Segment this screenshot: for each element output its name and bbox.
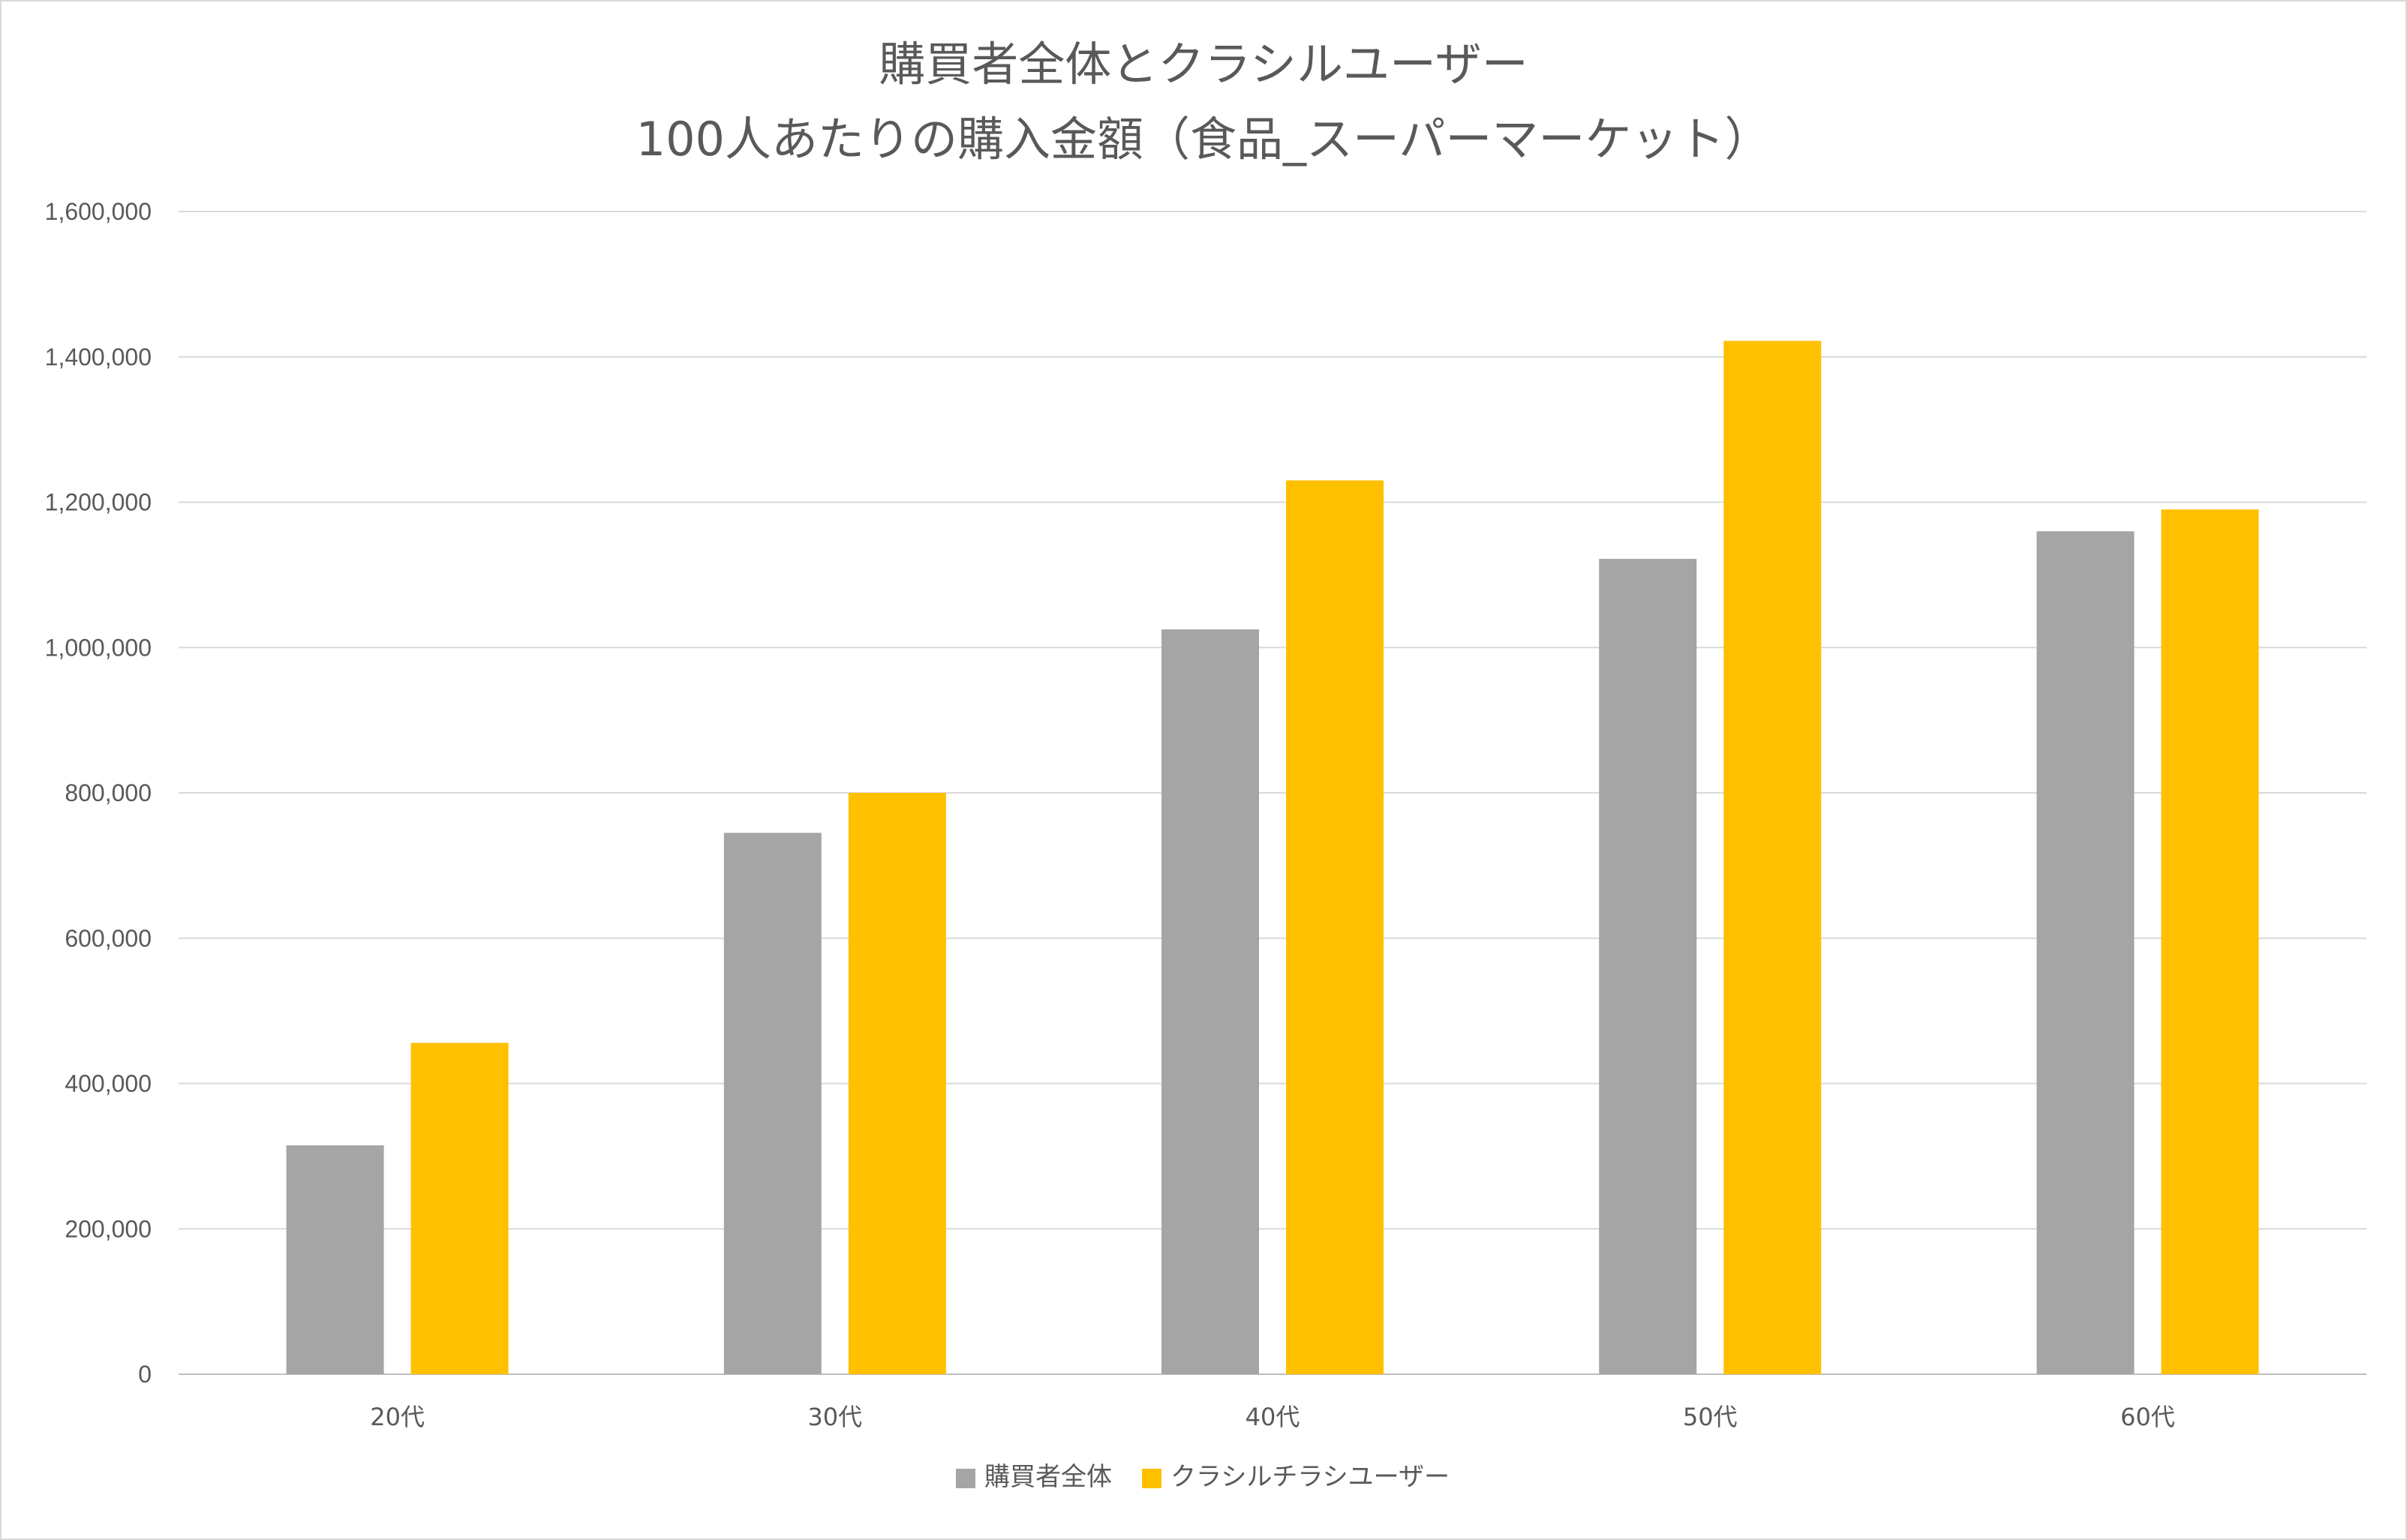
x-tick-label: 20代 [370,1403,425,1431]
bar-total-buyers-40s [1161,629,1259,1374]
y-tick-label: 400,000 [65,1070,152,1097]
legend-swatch-total-buyers [956,1469,975,1488]
y-tick-label: 200,000 [65,1215,152,1242]
legend-swatch-kurashiru-users [1142,1469,1161,1488]
bar-total-buyers-20s [286,1145,384,1374]
x-axis-tick-labels: 20代 30代 40代 50代 60代 [370,1403,2175,1431]
y-tick-label: 1,400,000 [45,344,152,371]
y-tick-label: 1,600,000 [45,198,152,225]
y-axis-tick-labels: 0 200,000 400,000 600,000 800,000 1,000,000 1,… [45,198,152,1388]
y-tick-label: 1,000,000 [45,634,152,661]
chart-title-line-2: 100人あたりの購入金額（食品_スーパーマーケット） [636,112,1771,167]
legend-label-total-buyers: 購買者全体 [984,1462,1112,1492]
chart-title-line-1: 購買者全体とクラシルユーザー [879,37,1528,92]
bar-kurashiru-users-60s [2161,509,2259,1374]
x-tick-label: 60代 [2120,1403,2175,1431]
legend-label-kurashiru-users: クラシルチラシユーザー [1170,1462,1450,1492]
y-tick-label: 1,200,000 [45,489,152,516]
bar-total-buyers-50s [1599,559,1697,1374]
bar-total-buyers-60s [2036,531,2135,1374]
y-tick-label: 800,000 [65,779,152,806]
y-tick-label: 0 [138,1361,152,1388]
legend: 購買者全体 クラシルチラシユーザー [956,1462,1450,1492]
bar-kurashiru-users-50s [1723,341,1822,1374]
chart-title: 購買者全体とクラシルユーザー 100人あたりの購入金額（食品_スーパーマーケット… [636,37,1771,167]
bar-kurashiru-users-40s [1286,480,1384,1374]
gridlines [179,211,2366,1375]
bars [286,341,2259,1374]
y-tick-label: 600,000 [65,925,152,952]
x-tick-label: 40代 [1246,1403,1300,1431]
bar-kurashiru-users-20s [410,1043,509,1374]
x-tick-label: 50代 [1683,1403,1738,1431]
bar-total-buyers-30s [723,833,822,1374]
bar-kurashiru-users-30s [848,793,946,1374]
x-tick-label: 30代 [807,1403,862,1431]
